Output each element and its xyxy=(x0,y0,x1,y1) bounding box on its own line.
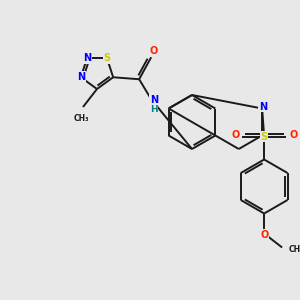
Text: N: N xyxy=(77,72,85,82)
Text: S: S xyxy=(103,53,111,63)
Text: O: O xyxy=(260,230,268,239)
Text: N: N xyxy=(150,95,158,105)
Text: CH₃: CH₃ xyxy=(73,114,89,123)
Text: S: S xyxy=(261,131,268,142)
Text: O: O xyxy=(231,130,239,140)
Text: O: O xyxy=(149,46,157,56)
Text: N: N xyxy=(259,101,267,112)
Text: N: N xyxy=(83,53,91,63)
Text: CH₃: CH₃ xyxy=(288,245,300,254)
Text: H: H xyxy=(150,105,158,114)
Text: O: O xyxy=(289,130,297,140)
